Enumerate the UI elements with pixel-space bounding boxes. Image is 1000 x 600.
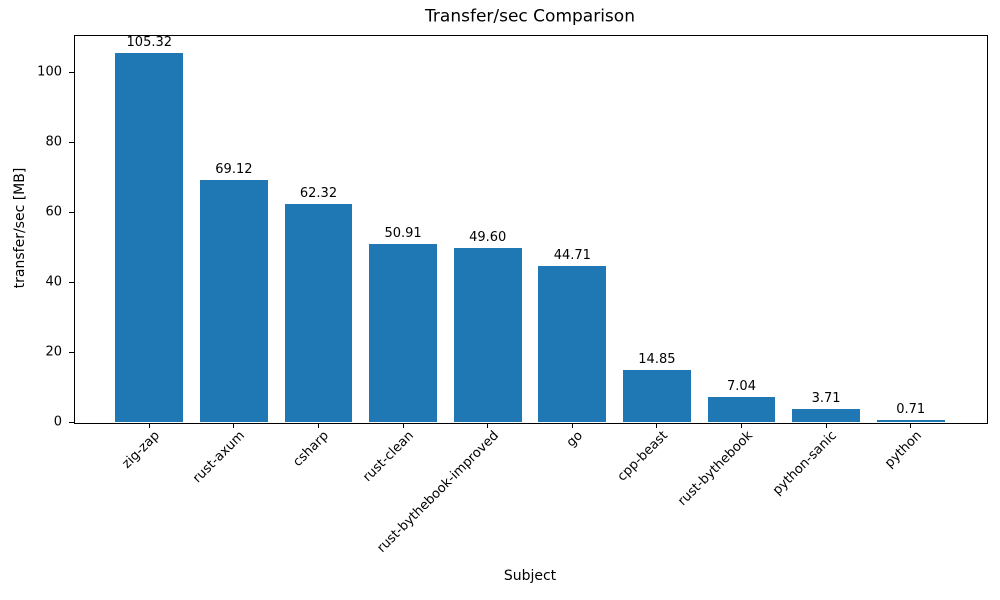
x-axis-label: Subject (503, 568, 557, 584)
y-axis-label: transfer/sec [MB] (12, 167, 28, 289)
bar (792, 409, 860, 422)
y-tick-label: 80 (45, 134, 62, 150)
bar (284, 203, 353, 422)
y-tick-mark (69, 71, 74, 73)
x-tick-mark (148, 423, 150, 428)
x-tick-label: go (564, 428, 587, 451)
x-tick-mark (825, 423, 827, 428)
x-tick-mark (656, 423, 658, 428)
y-tick-label: 0 (53, 414, 62, 430)
y-tick-mark (69, 141, 74, 143)
bar (623, 370, 691, 422)
bar-value-label: 3.71 (811, 391, 841, 407)
x-tick-label: python (881, 428, 925, 472)
bar (200, 180, 268, 422)
x-tick-mark (317, 423, 319, 428)
bar-value-label: 50.91 (384, 225, 422, 241)
x-tick-label: cpp-beast (614, 428, 671, 485)
bar (876, 419, 945, 422)
y-tick-mark (69, 351, 74, 353)
x-tick-mark (487, 423, 489, 428)
bar-value-label: 69.12 (215, 162, 253, 178)
bar-value-label: 7.04 (727, 379, 756, 395)
bar-value-label: 44.71 (553, 247, 591, 263)
x-tick-mark (233, 423, 235, 428)
x-tick-label: csharp (290, 428, 333, 470)
y-tick-mark (69, 281, 74, 283)
bar-value-label: 14.85 (638, 352, 676, 368)
bar-value-label: 105.32 (126, 35, 173, 51)
bar (707, 397, 776, 422)
x-tick-mark (571, 423, 573, 428)
x-tick-label: python-sanic (770, 428, 840, 499)
bar (453, 248, 522, 422)
chart-title: Transfer/sec Comparison (425, 6, 635, 27)
x-tick-label: rust-axum (190, 428, 248, 487)
bar-value-label: 49.60 (469, 230, 507, 246)
y-tick-mark (69, 211, 74, 213)
x-tick-label: rust-clean (360, 428, 417, 485)
y-tick-label: 20 (45, 344, 62, 360)
bar-value-label: 62.32 (299, 185, 338, 201)
x-tick-mark (402, 423, 404, 428)
bar (369, 243, 437, 422)
x-tick-label: rust-bythebook (674, 428, 756, 509)
y-tick-mark (69, 421, 74, 423)
x-tick-mark (741, 423, 742, 428)
y-tick-label: 60 (45, 204, 62, 220)
bar (115, 53, 184, 422)
y-tick-label: 40 (45, 274, 62, 290)
bar (538, 265, 607, 422)
bar-value-label: 0.71 (896, 401, 926, 417)
x-tick-mark (910, 423, 912, 428)
x-tick-label: zig-zap (119, 428, 164, 472)
y-tick-label: 100 (37, 64, 62, 80)
